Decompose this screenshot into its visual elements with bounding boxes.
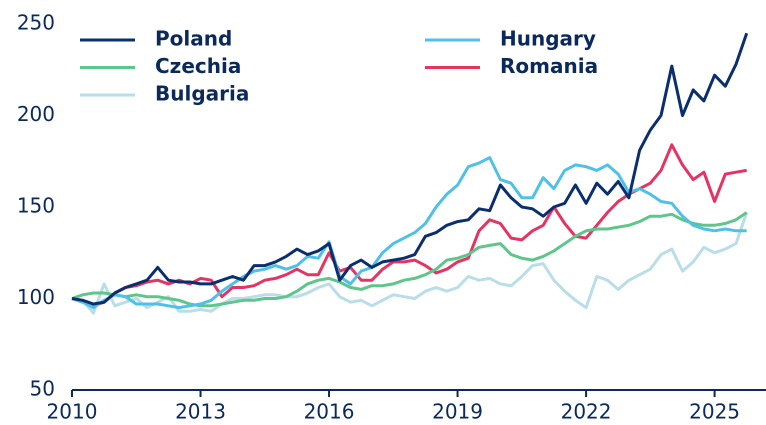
legend-label: Czechia xyxy=(155,54,241,78)
series-line xyxy=(71,32,749,306)
y-tick-label: 50 xyxy=(30,377,55,401)
x-tick-label: 2025 xyxy=(689,400,740,424)
y-tick-label: 150 xyxy=(17,194,55,218)
x-tick-label: 2010 xyxy=(47,400,98,424)
series-line xyxy=(71,211,748,308)
y-tick-label: 200 xyxy=(17,102,55,126)
x-tick-label: 2013 xyxy=(175,400,226,424)
y-tick-label: 100 xyxy=(17,285,55,309)
x-tick-label: 2016 xyxy=(304,400,355,424)
series-line xyxy=(71,156,747,310)
legend-label: Romania xyxy=(500,54,598,78)
series-line xyxy=(71,212,749,315)
legend-label: Poland xyxy=(155,27,232,51)
y-tick-label: 250 xyxy=(17,11,55,35)
x-tick-label: 2019 xyxy=(432,400,483,424)
legend-label: Bulgaria xyxy=(155,82,249,106)
x-tick-label: 2022 xyxy=(561,400,612,424)
legend-label: Hungary xyxy=(500,27,596,51)
